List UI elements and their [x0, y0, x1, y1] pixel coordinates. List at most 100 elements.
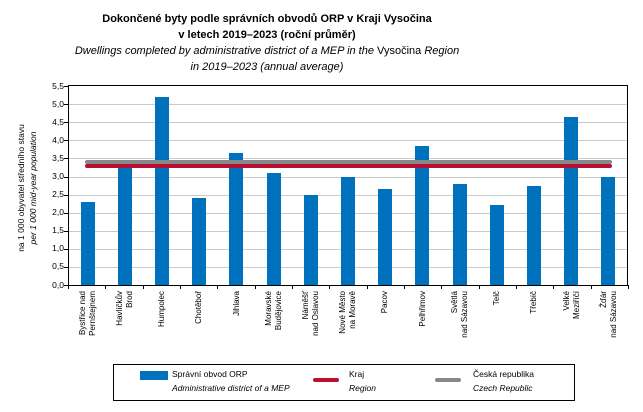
y-tick-mark: [64, 176, 68, 178]
x-axis-label: Žďár nad Sázavou: [598, 291, 618, 338]
y-tick-mark: [64, 140, 68, 142]
y-tick-label: 0,0: [52, 279, 64, 290]
legend-series-swatch: [140, 371, 168, 380]
chart-title: Dokončené byty podle správních obvodů OR…: [0, 11, 534, 75]
bar-7: [341, 176, 355, 285]
x-axis-label-cell: Moravské Budějovice: [255, 291, 292, 359]
bar-11: [489, 205, 504, 285]
x-axis-label: Pelhřimov: [417, 291, 427, 327]
y-tick-mark: [64, 194, 68, 196]
x-axis-label-cell: Náměšť nad Oslavou: [292, 291, 329, 359]
x-tick-mark: [628, 285, 629, 289]
title-en-line2: in 2019–2023 (annual average): [190, 61, 344, 73]
x-axis-labels: Bystřice nad Pernštejnem Havlíčkův Brod Hu…: [69, 291, 627, 359]
y-tick-mark: [64, 266, 68, 268]
legend-czech-republic-label-cs: Česká republika: [473, 369, 534, 379]
x-axis-label: Havlíčkův Brod: [115, 291, 134, 326]
x-tick-mark: [553, 285, 555, 289]
reference-line-region: [85, 163, 612, 168]
legend-series-label: Správní obvod ORP Administrative distric…: [172, 367, 290, 395]
x-axis-label: Jihlava: [231, 291, 241, 316]
bar-13: [564, 116, 579, 285]
bar-2: [155, 96, 169, 285]
x-axis-label: Pacov: [380, 291, 390, 314]
x-axis-label-cell: Žďár nad Sázavou: [590, 291, 627, 359]
x-tick-mark: [105, 285, 107, 289]
x-axis-label: Světlá nad Sázavou: [450, 291, 469, 338]
x-axis-label-cell: Pacov: [367, 291, 404, 359]
x-tick-mark: [516, 285, 517, 289]
bar-1: [117, 162, 132, 285]
legend-czech-republic-label: Česká republika Czech Republic: [473, 367, 534, 395]
x-tick-mark: [217, 285, 219, 289]
x-axis-label-cell: Chotěboř: [181, 291, 218, 359]
y-tick-label: 3,0: [52, 171, 64, 181]
x-axis-label-cell: Bystřice nad Pernštejnem: [69, 291, 106, 359]
x-axis-label-cell: Světlá nad Sázavou: [441, 291, 478, 359]
x-tick-mark: [329, 285, 331, 289]
x-axis-label-cell: Jihlava: [218, 291, 255, 359]
y-tick-mark: [64, 104, 68, 106]
bar-9: [415, 145, 430, 285]
gridline: [69, 122, 627, 124]
y-tick-mark: [64, 158, 68, 160]
bar-12: [527, 185, 541, 285]
x-axis-label: Velké Meziříčí: [561, 291, 581, 319]
x-tick-mark: [68, 285, 69, 289]
x-axis-label-cell: Havlíčkův Brod: [106, 291, 143, 359]
legend: Správní obvod ORP Administrative distric…: [113, 364, 575, 401]
legend-series-label-cs: Správní obvod ORP: [172, 369, 248, 379]
y-axis-title-cs: na 1 000 obyvatel středního stavu: [16, 124, 26, 252]
x-tick-mark: [180, 285, 181, 289]
bar-10: [452, 183, 467, 285]
x-tick-mark: [254, 285, 256, 289]
x-axis-label: Chotěboř: [194, 291, 204, 324]
bar-8: [378, 189, 393, 285]
legend-region-label-en: Region: [349, 383, 376, 393]
y-tick-label: 4,0: [52, 134, 64, 145]
y-tick-label: 1,5: [52, 225, 64, 236]
y-tick-mark: [64, 86, 68, 87]
y-tick-mark: [64, 230, 68, 232]
y-tick-label: 1,0: [52, 243, 64, 254]
legend-region-label: Kraj Region: [349, 367, 376, 395]
y-tick-mark: [64, 285, 68, 286]
plot-area: [68, 85, 628, 286]
x-axis-label-cell: Třebíč: [515, 291, 552, 359]
x-axis-label-cell: Pelhřimov: [404, 291, 441, 359]
bar-6: [303, 194, 318, 285]
legend-region-line-swatch: [313, 378, 339, 382]
x-axis-label-cell: Velké Meziříčí: [553, 291, 590, 359]
x-tick-mark: [590, 285, 592, 289]
x-tick-mark: [292, 285, 293, 289]
y-tick-label: 3,5: [52, 152, 64, 163]
title-cs-line1: Dokončené byty podle správních obvodů OR…: [102, 13, 432, 25]
y-tick-mark: [64, 212, 68, 214]
legend-region-label-cs: Kraj: [349, 369, 365, 379]
y-tick-label: 5,5: [52, 80, 64, 91]
x-axis-label: Třebíč: [529, 291, 539, 314]
x-axis-label: Bystřice nad Pernštejnem: [78, 291, 97, 336]
x-axis-label: Náměšť nad Oslavou: [301, 291, 320, 336]
legend-czech-republic-line-swatch: [435, 378, 461, 382]
reference-line-czech-republic: [85, 160, 612, 164]
x-axis-label: Moravské Budějovice: [264, 291, 283, 331]
legend-czech-republic-label-en: Czech Republic: [473, 383, 533, 393]
x-axis-label: Humpolec: [157, 291, 167, 328]
title-en-line1: Dwellings completed by administrative di…: [74, 45, 460, 57]
x-axis-label-cell: Telč: [478, 291, 515, 359]
bar-4: [229, 152, 244, 285]
x-tick-mark: [478, 285, 480, 289]
y-tick-label: 0,5: [52, 261, 64, 272]
y-tick-label: 2,5: [52, 189, 64, 199]
y-tick-mark: [64, 248, 68, 250]
gridline: [69, 158, 627, 160]
bar-14: [601, 176, 616, 285]
x-axis-label: Telč: [492, 291, 502, 306]
gridline: [69, 140, 627, 142]
x-tick-mark: [366, 285, 368, 289]
bar-5: [266, 172, 281, 285]
y-tick-label: 2,0: [52, 207, 64, 218]
bar-3: [192, 198, 207, 285]
